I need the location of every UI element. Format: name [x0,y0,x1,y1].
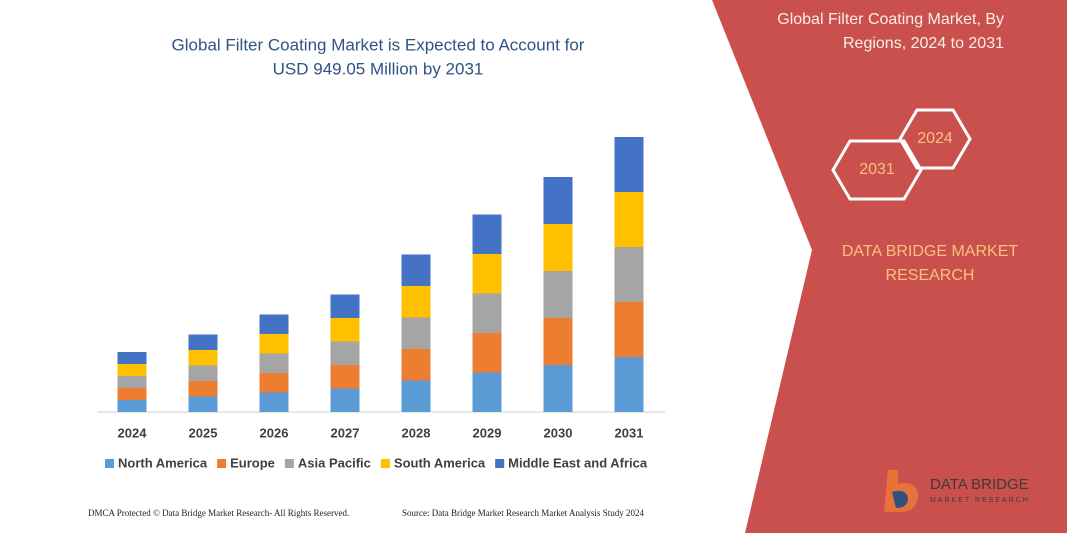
bar-segment [614,247,644,302]
logo-icon [892,490,908,508]
bar-segment [188,365,218,381]
bar-segment [543,177,573,224]
bar-segment [259,314,289,334]
x-tick-label: 2029 [473,425,502,440]
bar-segment [543,318,573,365]
bar-segment [472,214,502,254]
bar-segment [117,400,147,412]
bar-segment [614,137,644,192]
bar-segment [543,365,573,412]
chart-title: Global Filter Coating Market is Expected… [172,35,585,54]
bar-segment [401,286,431,318]
legend-swatch [284,459,294,468]
bar-segment [401,349,431,381]
footer-left: DMCA Protected © Data Bridge Market Rese… [88,508,349,518]
bar-segment [259,334,289,354]
side-panel [712,0,1067,533]
legend-label: North America [118,455,208,470]
brand-text: RESEARCH [886,267,975,284]
bar-segment [330,294,360,318]
bar-segment [259,353,289,373]
legend-label: Europe [230,455,275,470]
bar-segment [259,392,289,412]
bar-segment [472,372,502,412]
x-tick-label: 2030 [544,425,573,440]
brand-text: DATA BRIDGE MARKET [842,243,1019,260]
legend-label: Middle East and Africa [508,455,648,470]
panel-title: Global Filter Coating Market, By [777,11,1004,28]
bar-segment [330,365,360,389]
bar-segment [614,357,644,412]
bar-segment [472,333,502,373]
bar-segment [330,388,360,412]
bar-segment [117,352,147,364]
x-tick-label: 2026 [260,425,289,440]
x-tick-label: 2028 [402,425,431,440]
bar-segment [472,293,502,333]
bar-segment [330,341,360,365]
bar-segment [401,380,431,412]
bar-segment [117,364,147,376]
bar-segment [259,373,289,393]
bar-segment [188,350,218,366]
bar-segment [117,376,147,388]
footer-right: Source: Data Bridge Market Research Mark… [402,508,644,518]
bar-segment [401,317,431,349]
bar-segment [614,192,644,247]
hexagon [831,139,923,201]
bar-segment [401,254,431,286]
panel-title: Regions, 2024 to 2031 [843,35,1004,52]
logo-subtext: MARKET RESEARCH [930,497,1030,504]
bar-segment [330,318,360,342]
bar-segment [188,396,218,412]
bar-segment [117,388,147,400]
bar-segment [188,334,218,350]
hex-label: 2031 [859,161,895,178]
bar-segment [472,254,502,294]
legend-label: South America [394,455,486,470]
legend-swatch [495,459,505,468]
x-tick-label: 2024 [118,425,148,440]
legend-swatch [380,459,390,468]
chart-title: USD 949.05 Million by 2031 [273,59,484,78]
hex-label: 2024 [917,130,953,147]
legend-swatch [105,459,114,468]
legend-label: Asia Pacific [298,455,371,470]
logo-text: DATA BRIDGE [930,476,1029,493]
x-tick-label: 2031 [615,425,644,440]
bar-segment [188,381,218,397]
bar-segment [614,302,644,357]
bar-segment [543,224,573,271]
hexagon [898,108,972,170]
bar-segment [543,271,573,318]
x-tick-label: 2025 [189,425,218,440]
legend-swatch [217,459,227,468]
x-tick-label: 2027 [331,425,360,440]
